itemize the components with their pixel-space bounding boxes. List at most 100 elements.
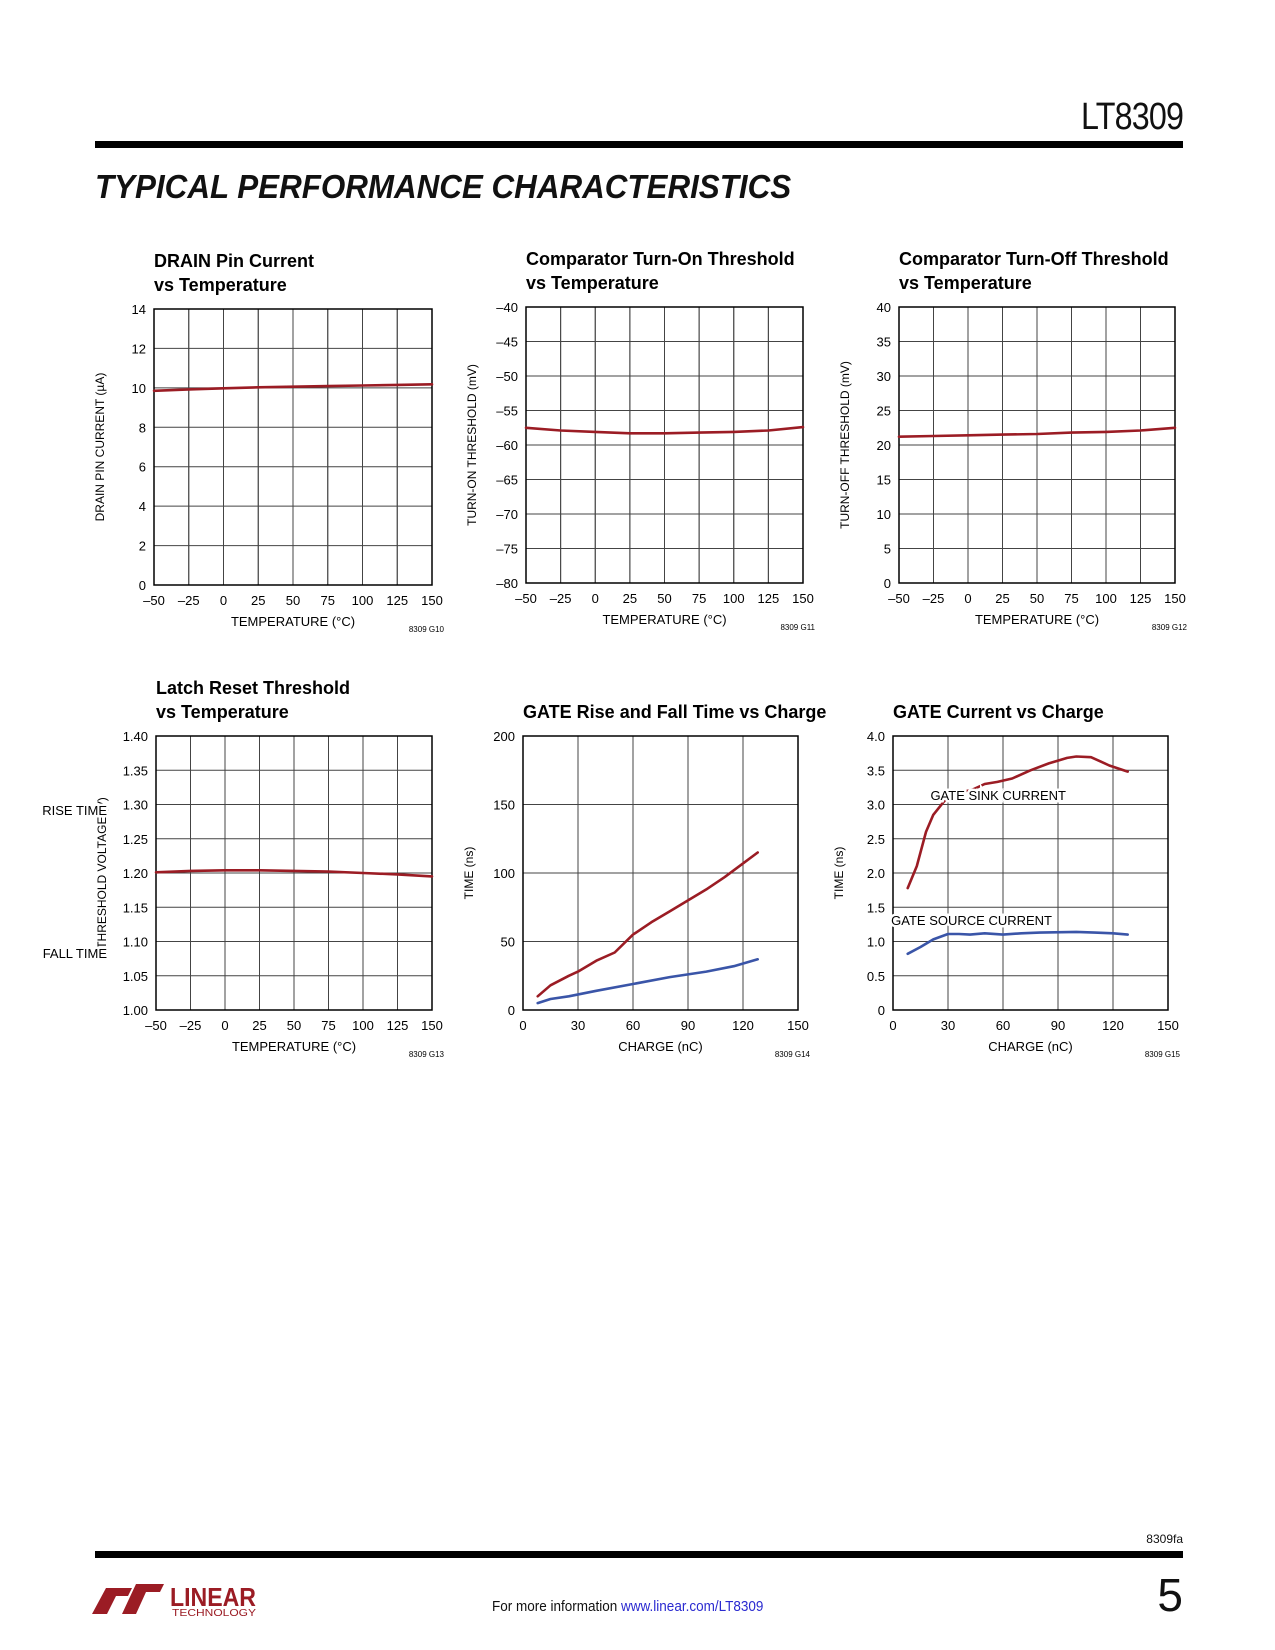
- x-tick-label: –25: [923, 591, 945, 606]
- svg-text:LINEAR: LINEAR: [170, 1582, 256, 1612]
- series-label: GATE SINK CURRENT: [930, 788, 1066, 803]
- y-tick-label: 12: [132, 341, 146, 356]
- doc-id: 8309fa: [1146, 1532, 1183, 1546]
- y-tick-label: 5: [884, 542, 891, 557]
- chart-6: GATE Current vs Charge 0 30 60 90 120 150 0 0.5 1…: [832, 702, 1181, 1059]
- y-tick-label: 25: [877, 404, 891, 419]
- y-tick-label: –45: [496, 335, 518, 350]
- series-label: FALL TIME: [43, 946, 108, 961]
- y-tick-label: –65: [496, 473, 518, 488]
- y-tick-label: 0: [878, 1003, 885, 1018]
- x-tick-label: –25: [178, 593, 200, 608]
- y-tick-label: –60: [496, 438, 518, 453]
- x-tick-label: 0: [221, 1018, 228, 1033]
- x-tick-label: 150: [421, 593, 443, 608]
- footer-info-text: For more information: [492, 1598, 622, 1615]
- x-tick-label: 125: [387, 1018, 409, 1033]
- header-rule: [95, 141, 1183, 148]
- y-tick-label: 8: [139, 420, 146, 435]
- y-tick-label: 30: [877, 369, 891, 384]
- x-tick-label: 60: [996, 1018, 1010, 1033]
- plot-frame: [525, 306, 804, 584]
- chart-3: Comparator Turn-Off Threshold vs Temperat…: [838, 249, 1188, 632]
- series-line: [536, 851, 760, 998]
- x-tick-label: 150: [1157, 1018, 1179, 1033]
- plot-frame: [898, 306, 1176, 584]
- y-tick-label: 3.5: [867, 763, 885, 778]
- x-tick-label: 100: [723, 591, 745, 606]
- x-axis-label: CHARGE (nC): [618, 1039, 703, 1054]
- figure-code: 8309 G14: [775, 1050, 811, 1059]
- y-tick-label: 1.15: [123, 900, 148, 915]
- x-tick-label: –50: [515, 591, 537, 606]
- x-tick-label: 150: [1164, 591, 1186, 606]
- y-tick-label: –70: [496, 507, 518, 522]
- x-tick-label: 30: [941, 1018, 955, 1033]
- x-tick-label: 0: [220, 593, 227, 608]
- y-tick-label: 50: [501, 935, 515, 950]
- x-tick-label: 30: [571, 1018, 585, 1033]
- series-line: [536, 957, 760, 1005]
- y-axis-label: TIME (ns): [832, 847, 846, 900]
- series-line: [906, 755, 1129, 890]
- x-tick-label: 0: [519, 1018, 526, 1033]
- y-tick-label: 10: [132, 381, 146, 396]
- plot-frame: [153, 308, 433, 586]
- y-tick-label: 3.0: [867, 798, 885, 813]
- part-number: LT8309: [1080, 96, 1184, 138]
- series-line: [524, 425, 805, 435]
- x-axis-label: TEMPERATURE (°C): [232, 1039, 356, 1054]
- chart-title: Latch Reset Threshold: [156, 678, 350, 698]
- linear-technology-logo: LINEAR TECHNOLOGY: [92, 1578, 262, 1623]
- chart-title: GATE Current vs Charge: [893, 702, 1104, 722]
- x-tick-label: 75: [1064, 591, 1078, 606]
- y-tick-label: –80: [496, 576, 518, 591]
- x-tick-label: 75: [692, 591, 706, 606]
- x-tick-label: –50: [143, 593, 165, 608]
- x-tick-label: 50: [287, 1018, 301, 1033]
- y-tick-label: 1.05: [123, 969, 148, 984]
- chart-title: Comparator Turn-Off Threshold: [899, 249, 1169, 269]
- chart-title: GATE Rise and Fall Time vs Charge: [523, 702, 826, 722]
- y-tick-label: 2.5: [867, 832, 885, 847]
- x-tick-label: 0: [889, 1018, 896, 1033]
- y-tick-label: 4.0: [867, 729, 885, 744]
- y-axis-label: THRESHOLD VOLTAGE (V): [95, 797, 109, 949]
- x-tick-label: –25: [180, 1018, 202, 1033]
- x-tick-label: –50: [145, 1018, 167, 1033]
- footer-link[interactable]: www.linear.com/LT8309: [621, 1598, 764, 1615]
- y-tick-label: 1.25: [123, 832, 148, 847]
- y-tick-label: 4: [139, 499, 146, 514]
- y-tick-label: 0.5: [867, 969, 885, 984]
- x-tick-label: 25: [252, 1018, 266, 1033]
- y-tick-label: 1.10: [123, 935, 148, 950]
- figure-code: 8309 G15: [1145, 1050, 1181, 1059]
- y-tick-label: –50: [496, 369, 518, 384]
- y-tick-label: 1.00: [123, 1003, 148, 1018]
- x-tick-label: 50: [286, 593, 300, 608]
- y-tick-label: 1.0: [867, 935, 885, 950]
- plot-frame: [892, 735, 1169, 1011]
- y-axis-label: TURN-ON THRESHOLD (mV): [465, 364, 479, 526]
- y-tick-label: 1.30: [123, 798, 148, 813]
- figure-code: 8309 G11: [780, 623, 815, 632]
- chart-4: Latch Reset Threshold vs Temperature –50 –2…: [95, 678, 445, 1059]
- y-tick-label: 0: [884, 576, 891, 591]
- x-tick-label: 100: [1095, 591, 1117, 606]
- x-tick-label: 100: [352, 1018, 374, 1033]
- y-tick-label: 40: [877, 300, 891, 315]
- chart-5: GATE Rise and Fall Time vs Charge 0 30 60 90…: [40, 702, 827, 1059]
- y-tick-label: 1.5: [867, 900, 885, 915]
- x-tick-label: 75: [321, 1018, 335, 1033]
- x-tick-label: 150: [787, 1018, 809, 1033]
- x-tick-label: 100: [352, 593, 374, 608]
- series-line: [897, 426, 1177, 439]
- y-tick-label: 200: [493, 729, 515, 744]
- y-tick-label: 35: [877, 335, 891, 350]
- chart-title: vs Temperature: [899, 273, 1032, 293]
- chart-title: DRAIN Pin Current: [154, 251, 314, 271]
- series-line: [906, 930, 1129, 956]
- y-tick-label: 1.40: [123, 729, 148, 744]
